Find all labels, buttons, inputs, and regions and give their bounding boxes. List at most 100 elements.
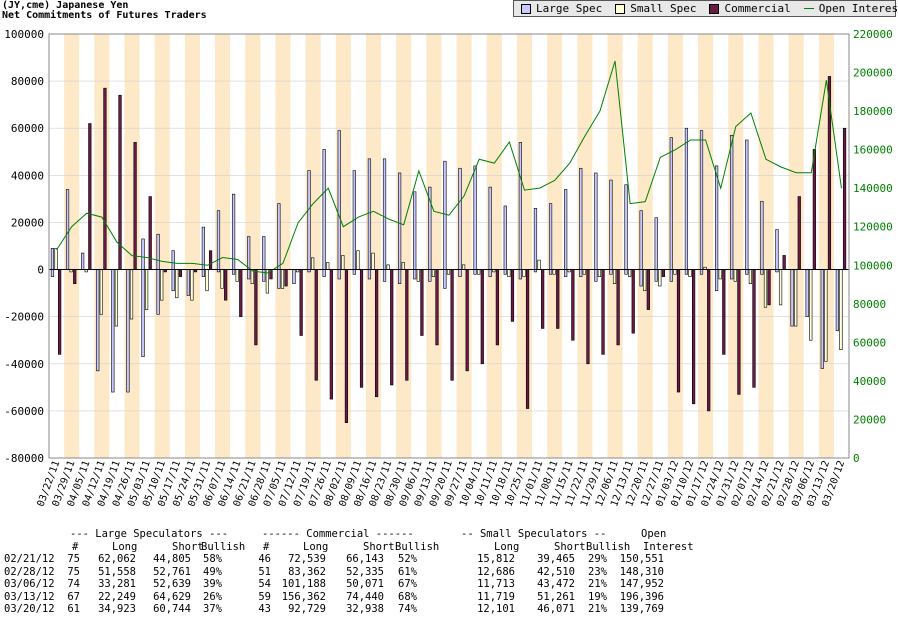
plot-border [48,33,850,459]
bar-large-spec [292,269,296,284]
bar-large-spec [730,269,734,280]
bar-commercial [571,269,575,341]
band-stripe [64,34,80,458]
y2-tick-label: 40000 [853,375,886,388]
cot-chart: -80000 -60000 -40000 -20000 0 20000 40000 60000… [4,28,893,508]
bar-large-spec [518,142,522,270]
bar-small-spec [54,248,58,270]
group-header-large-spec: --- Large Speculators --- [70,528,229,540]
bar-small-spec [643,269,647,292]
bar-small-spec [778,269,783,306]
bar-large-spec [277,269,281,289]
bar-large-spec [684,269,689,275]
bar-large-spec [548,269,553,275]
bar-large-spec [579,269,583,277]
bar-large-spec [322,149,326,270]
bar-small-spec [175,269,179,299]
bar-large-spec [307,170,311,270]
bar-large-spec [699,130,704,270]
bar-large-spec [594,269,598,282]
bar-commercial [208,250,213,270]
column-header: Short [172,540,204,553]
band-stripe [275,34,291,458]
bar-large-spec [277,203,281,270]
bar-large-spec [654,217,658,270]
bar-commercial [707,269,711,412]
bar-commercial [344,269,349,423]
bar-large-spec [65,189,70,270]
y2-tick-label: 0 [853,452,860,465]
bar-small-spec [612,269,617,284]
bar-large-spec [413,191,417,270]
y-tick-label: 80000 [11,75,44,88]
bar-large-spec [775,229,779,270]
bar-large-spec [639,210,643,270]
bar-large-spec [564,189,568,270]
table-cell: 66,143 [346,553,384,565]
y-tick-label: 20000 [11,216,44,229]
table-cell: 11,713 [477,578,515,590]
bar-small-spec [160,269,164,301]
y2-tick-label: 80000 [853,298,886,311]
table-cell: 50,071 [346,578,384,590]
bar-small-spec [190,269,194,301]
bar-small-spec [597,269,602,277]
bar-large-spec [247,236,251,270]
bar-small-spec [763,269,768,308]
y2-tick-label: 220000 [853,28,893,41]
band-stripe [245,34,261,458]
column-header: Bullish [395,540,440,553]
bar-large-spec [609,179,613,270]
row-date: 03/20/12 [4,603,55,615]
bar-small-spec [809,269,813,341]
bar-large-spec [669,137,673,270]
bar-large-spec [201,269,205,277]
table-cell: 42,510 [537,565,575,578]
table-cell: 67 [67,590,80,603]
table-cell: 61% [398,565,417,578]
bar-large-spec [337,269,341,280]
bar-commercial [767,269,771,306]
y2-tick-label: 140000 [853,182,893,195]
band-stripe [818,34,834,458]
bar-large-spec [322,269,326,277]
bar-commercial [178,269,182,277]
table-cell: 92,729 [288,603,326,615]
bar-large-spec [745,269,749,275]
bar-large-spec [186,269,190,296]
column-header: Short [554,540,586,553]
table-cell: 37% [203,603,222,615]
group-header-open: Open [641,528,667,540]
bar-small-spec [416,269,420,282]
column-header: Bullish [201,540,246,553]
bar-small-spec [628,269,632,277]
legend: Large Spec Small Spec Commercial Open In… [513,0,898,17]
table-cell: 23% [588,565,607,578]
bar-large-spec [382,158,387,270]
y-tick-label: 40000 [11,169,44,182]
bar-large-spec [111,269,115,393]
bar-commercial [390,269,394,386]
bar-large-spec [262,236,266,270]
positions-table: --- Large Speculators --- ------ Commerc… [0,528,898,616]
bar-large-spec [503,205,507,270]
bar-commercial [239,269,243,317]
bar-large-spec [201,226,205,270]
bar-commercial [797,196,801,270]
table-cell: 72,539 [288,553,326,565]
bar-large-spec [352,269,356,275]
bar-small-spec [522,269,526,277]
y-tick-label: 100000 [4,28,44,41]
bar-commercial [525,269,530,409]
bar-large-spec [216,210,221,270]
y-tick-label: -60000 [4,405,44,418]
legend-swatch-large-spec [521,3,531,14]
table-cell: 75 [67,565,80,578]
y2-tick-label: 160000 [853,144,893,157]
table-cell: 26% [203,590,222,603]
table-cell: 148,310 [619,565,664,578]
bar-small-spec [552,269,556,275]
y2-tick-label: 180000 [853,105,893,118]
bar-commercial [556,269,560,329]
bar-small-spec [401,262,405,270]
